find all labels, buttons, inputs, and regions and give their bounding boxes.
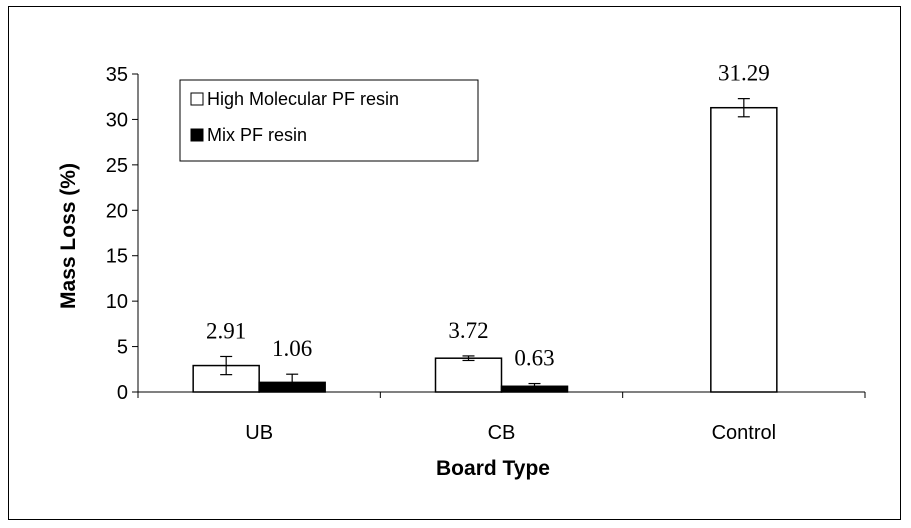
y-tick-label: 5	[117, 337, 128, 359]
data-label: 3.72	[448, 318, 488, 343]
data-label: 1.06	[272, 336, 312, 361]
legend: High Molecular PF resin Mix PF resin	[179, 79, 479, 162]
y-tick-label: 15	[106, 246, 128, 268]
bar-chart: 0 5 10 15 20 25 30 35 2.91 1.06 3.72 0.63 31.29 UB C…	[8, 6, 901, 520]
data-label: 31.29	[718, 61, 770, 86]
bar-high-molecular	[710, 106, 778, 393]
category-label: UB	[245, 422, 273, 444]
legend-swatch-high-molecular	[190, 92, 204, 106]
x-axis-title: Board Type	[436, 457, 550, 480]
chart-frame: 0 5 10 15 20 25 30 35 2.91 1.06 3.72 0.63 31.29 UB C…	[8, 6, 901, 520]
category-label: Control	[712, 422, 776, 444]
error-bars	[220, 98, 750, 392]
data-label: 2.91	[206, 318, 246, 343]
category-labels: UB CB Control	[245, 422, 776, 444]
y-axis-ticks: 0 5 10 15 20 25 30 35	[106, 64, 138, 404]
legend-swatch-mix	[190, 128, 204, 142]
legend-label-mix: Mix PF resin	[207, 125, 307, 145]
category-label: CB	[488, 422, 516, 444]
data-labels: 2.91 1.06 3.72 0.63 31.29	[206, 61, 770, 371]
x-axis-ticks	[137, 392, 866, 398]
y-tick-label: 35	[106, 64, 128, 86]
y-tick-label: 30	[106, 109, 128, 131]
y-tick-label: 25	[106, 155, 128, 177]
legend-box	[179, 79, 479, 162]
legend-label-high-molecular: High Molecular PF resin	[207, 89, 399, 109]
y-tick-label: 20	[106, 200, 128, 222]
y-tick-label: 0	[117, 382, 128, 404]
data-label: 0.63	[514, 346, 554, 371]
bar-high-molecular	[434, 357, 503, 393]
y-axis-title: Mass Loss (%)	[57, 163, 80, 309]
y-tick-label: 10	[106, 291, 128, 313]
